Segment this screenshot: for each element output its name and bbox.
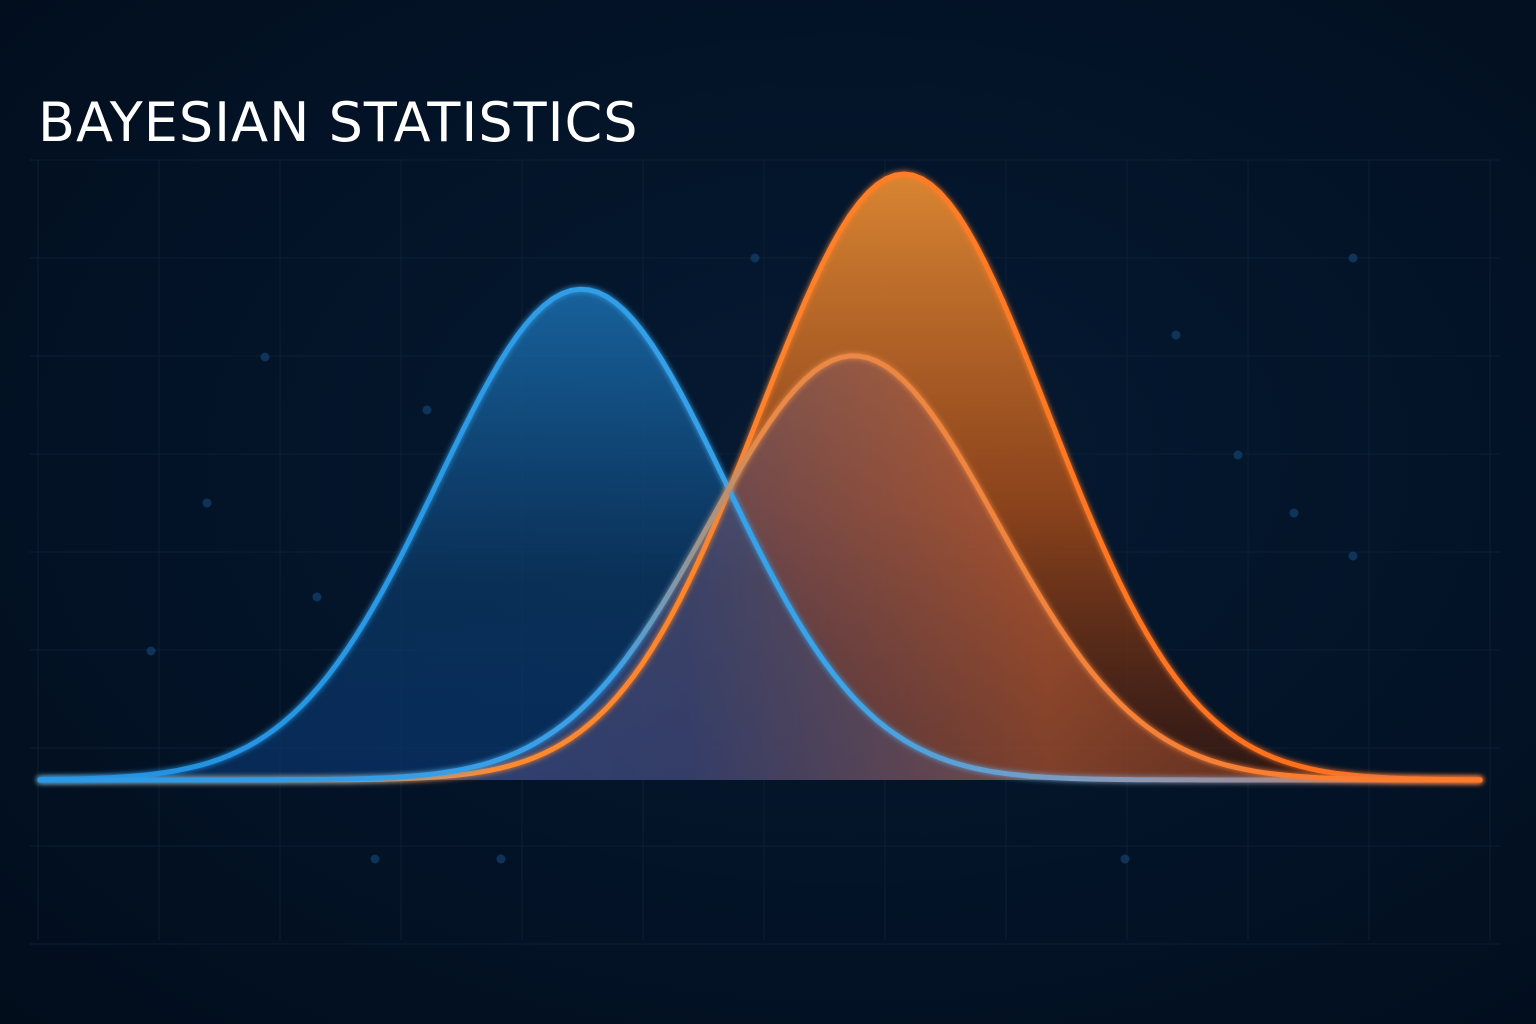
likelihood-curve	[37, 353, 1483, 783]
background-dot	[1348, 253, 1358, 263]
background-dots	[146, 253, 1358, 864]
background-dot	[370, 854, 380, 864]
prior-area	[40, 289, 1480, 780]
background-dot	[1289, 508, 1299, 518]
background-dot	[312, 592, 322, 602]
curves	[20, 171, 1500, 784]
background-dot	[422, 405, 432, 415]
background-dot	[1233, 450, 1243, 460]
background-dot	[202, 498, 212, 508]
likelihood-area	[40, 355, 1480, 780]
background-dot	[1120, 854, 1130, 864]
background-dot	[496, 854, 506, 864]
background-dot	[1348, 551, 1358, 561]
page-title: BAYESIAN STATISTICS	[38, 91, 639, 154]
background-dot	[1171, 330, 1181, 340]
background-dot	[750, 253, 760, 263]
background-dot	[260, 352, 270, 362]
background-dot	[146, 646, 156, 656]
